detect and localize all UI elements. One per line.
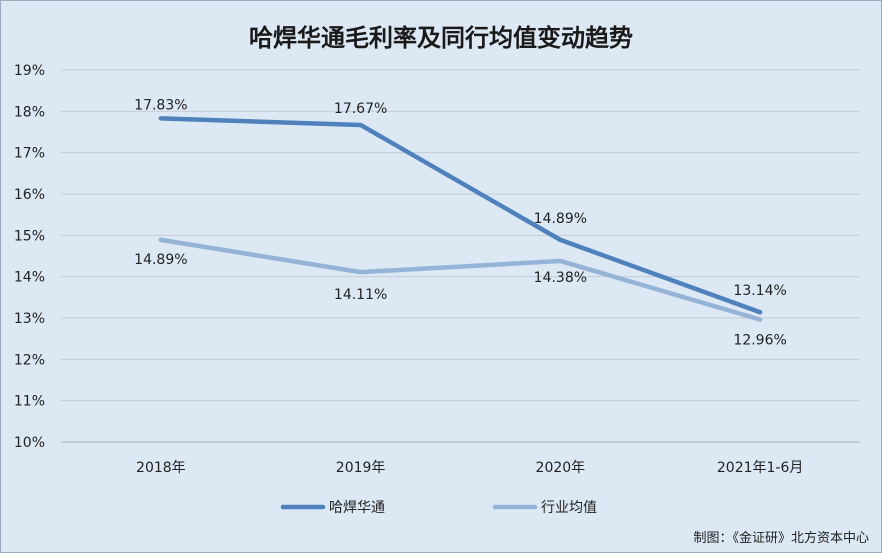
data-label: 17.67% <box>334 101 387 117</box>
y-tick-label: 19% <box>14 63 45 79</box>
data-label: 14.89% <box>134 252 187 268</box>
series-lines <box>158 116 763 322</box>
legend-label: 行业均值 <box>541 500 597 516</box>
chart-title: 哈焊华通毛利率及同行均值变动趋势 <box>249 24 633 52</box>
y-tick-label: 10% <box>14 435 45 451</box>
data-label: 12.96% <box>733 333 786 349</box>
y-tick-label: 13% <box>14 311 45 327</box>
legend: 哈焊华通 行业均值 <box>280 500 597 516</box>
y-tick-label: 16% <box>14 187 45 203</box>
series-line-1 <box>158 116 763 315</box>
grid-lines <box>61 69 860 443</box>
legend-label: 哈焊华通 <box>329 500 385 516</box>
x-tick-label: 2019年 <box>336 460 386 476</box>
y-tick-label: 14% <box>14 270 45 286</box>
x-tick-label: 2020年 <box>536 460 586 476</box>
x-tick-label: 2021年1-6月 <box>717 460 804 476</box>
data-label: 14.89% <box>534 211 587 227</box>
data-label: 14.38% <box>534 270 587 286</box>
y-tick-label: 12% <box>14 352 45 368</box>
y-tick-label: 15% <box>14 228 45 244</box>
data-label: 14.11% <box>334 287 387 303</box>
data-label: 17.83% <box>134 97 187 113</box>
source-note: 制图：《金证研》北方资本中心 <box>693 530 869 546</box>
y-tick-label: 11% <box>14 394 45 410</box>
y-axis-ticks: 10% 11% 12% 13% 14% 15% 16% 17% 18% 19% <box>14 63 45 451</box>
x-tick-label: 2018年 <box>136 460 186 476</box>
data-labels: 17.83% 17.67% 14.89% 13.14% 14.89% 14.11% 14.3… <box>134 97 787 348</box>
y-tick-label: 18% <box>14 104 45 120</box>
y-tick-label: 17% <box>14 146 45 162</box>
x-axis-ticks: 2018年 2019年 2020年 2021年1-6月 <box>136 460 803 476</box>
series-line-2 <box>158 237 763 322</box>
data-label: 13.14% <box>733 283 786 299</box>
